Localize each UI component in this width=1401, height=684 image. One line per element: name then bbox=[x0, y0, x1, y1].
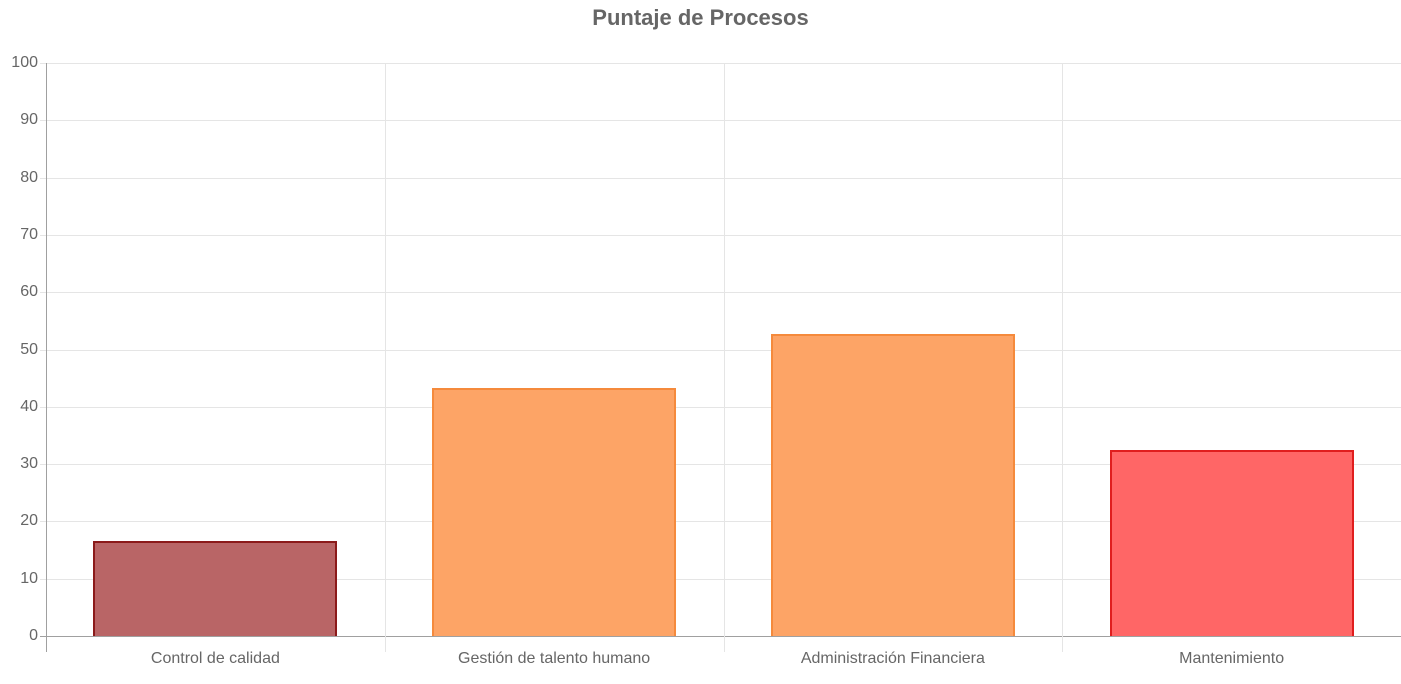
gridline-y bbox=[40, 636, 1401, 637]
y-tick-label: 50 bbox=[20, 340, 38, 358]
chart-title: Puntaje de Procesos bbox=[592, 5, 809, 30]
x-tick-label: Administración Financiera bbox=[800, 650, 985, 667]
y-tick-label: 30 bbox=[20, 455, 38, 473]
y-tick-label: 80 bbox=[20, 168, 38, 186]
gridline-y bbox=[40, 464, 1401, 466]
y-tick-label: 40 bbox=[20, 397, 38, 415]
gridline-y bbox=[40, 177, 1401, 179]
gridline-x bbox=[1062, 63, 1064, 652]
gridline-y bbox=[40, 234, 1401, 236]
x-tick-label: Gestión de talento humano bbox=[458, 650, 651, 667]
plot-area: 0 10 20 30 40 50 60 70 80 90 100 bbox=[11, 54, 1401, 652]
x-tick-label: Mantenimiento bbox=[1179, 650, 1285, 667]
gridline-y bbox=[40, 292, 1401, 294]
y-axis-line bbox=[46, 63, 47, 652]
y-tick-label: 0 bbox=[29, 627, 38, 644]
gridline-y bbox=[40, 406, 1401, 408]
y-tick-label: 20 bbox=[20, 512, 38, 530]
gridline-x bbox=[723, 63, 725, 652]
bar-2[interactable] bbox=[770, 334, 1015, 636]
x-tick-label: Control de calidad bbox=[150, 650, 280, 667]
y-tick-label: 10 bbox=[20, 569, 38, 587]
y-tick-label: 70 bbox=[20, 225, 38, 243]
bar-1[interactable] bbox=[432, 387, 677, 636]
gridline-x bbox=[384, 63, 386, 652]
y-tick-label: 60 bbox=[20, 283, 38, 301]
y-tick-label: 90 bbox=[20, 111, 38, 129]
gridline-y bbox=[40, 349, 1401, 351]
y-tick-label: 100 bbox=[11, 54, 38, 71]
bar-0[interactable] bbox=[93, 540, 338, 636]
gridline-y bbox=[40, 578, 1401, 580]
gridline-y bbox=[40, 120, 1401, 122]
gridline-y bbox=[40, 521, 1401, 523]
bar-3[interactable] bbox=[1109, 449, 1354, 636]
gridline-y bbox=[40, 63, 1401, 64]
